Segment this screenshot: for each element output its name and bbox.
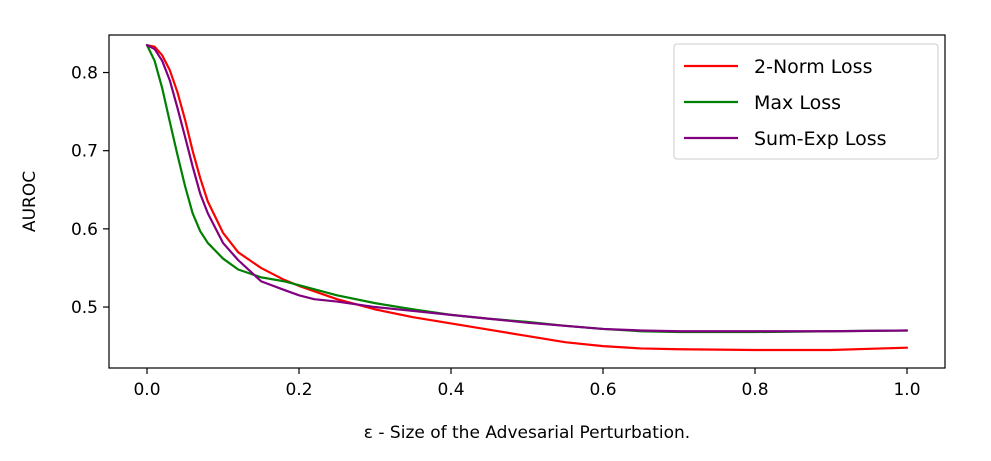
- x-tick-label: 0.2: [285, 380, 312, 400]
- x-tick-label: 0.4: [437, 380, 464, 400]
- y-tick-label: 0.5: [71, 298, 98, 318]
- x-tick-label: 1.0: [893, 380, 920, 400]
- y-axis-ticks: 0.5 0.6 0.7 0.8: [71, 64, 109, 318]
- x-tick-label: 0.6: [589, 380, 616, 400]
- x-axis-label: ε - Size of the Advesarial Perturbation.: [364, 423, 690, 443]
- y-tick-label: 0.8: [71, 64, 98, 84]
- x-tick-label: 0.0: [133, 380, 160, 400]
- y-tick-label: 0.7: [71, 142, 98, 162]
- y-tick-label: 0.6: [71, 220, 98, 240]
- x-axis-ticks: 0.0 0.2 0.4 0.6 0.8 1.0: [133, 368, 921, 400]
- legend-box: [673, 43, 939, 160]
- legend-label-2: Max Loss: [754, 92, 841, 114]
- y-axis-label: AUROC: [20, 171, 40, 232]
- x-tick-label: 0.8: [741, 380, 768, 400]
- legend: 2-Norm Loss Max Loss Sum-Exp Loss: [673, 43, 939, 160]
- series-line-3: [145, 44, 909, 333]
- legend-label-3: Sum-Exp Loss: [754, 128, 887, 150]
- legend-label-1: 2-Norm Loss: [754, 56, 872, 78]
- series-layer: [145, 44, 909, 352]
- plot-frame: [108, 34, 946, 369]
